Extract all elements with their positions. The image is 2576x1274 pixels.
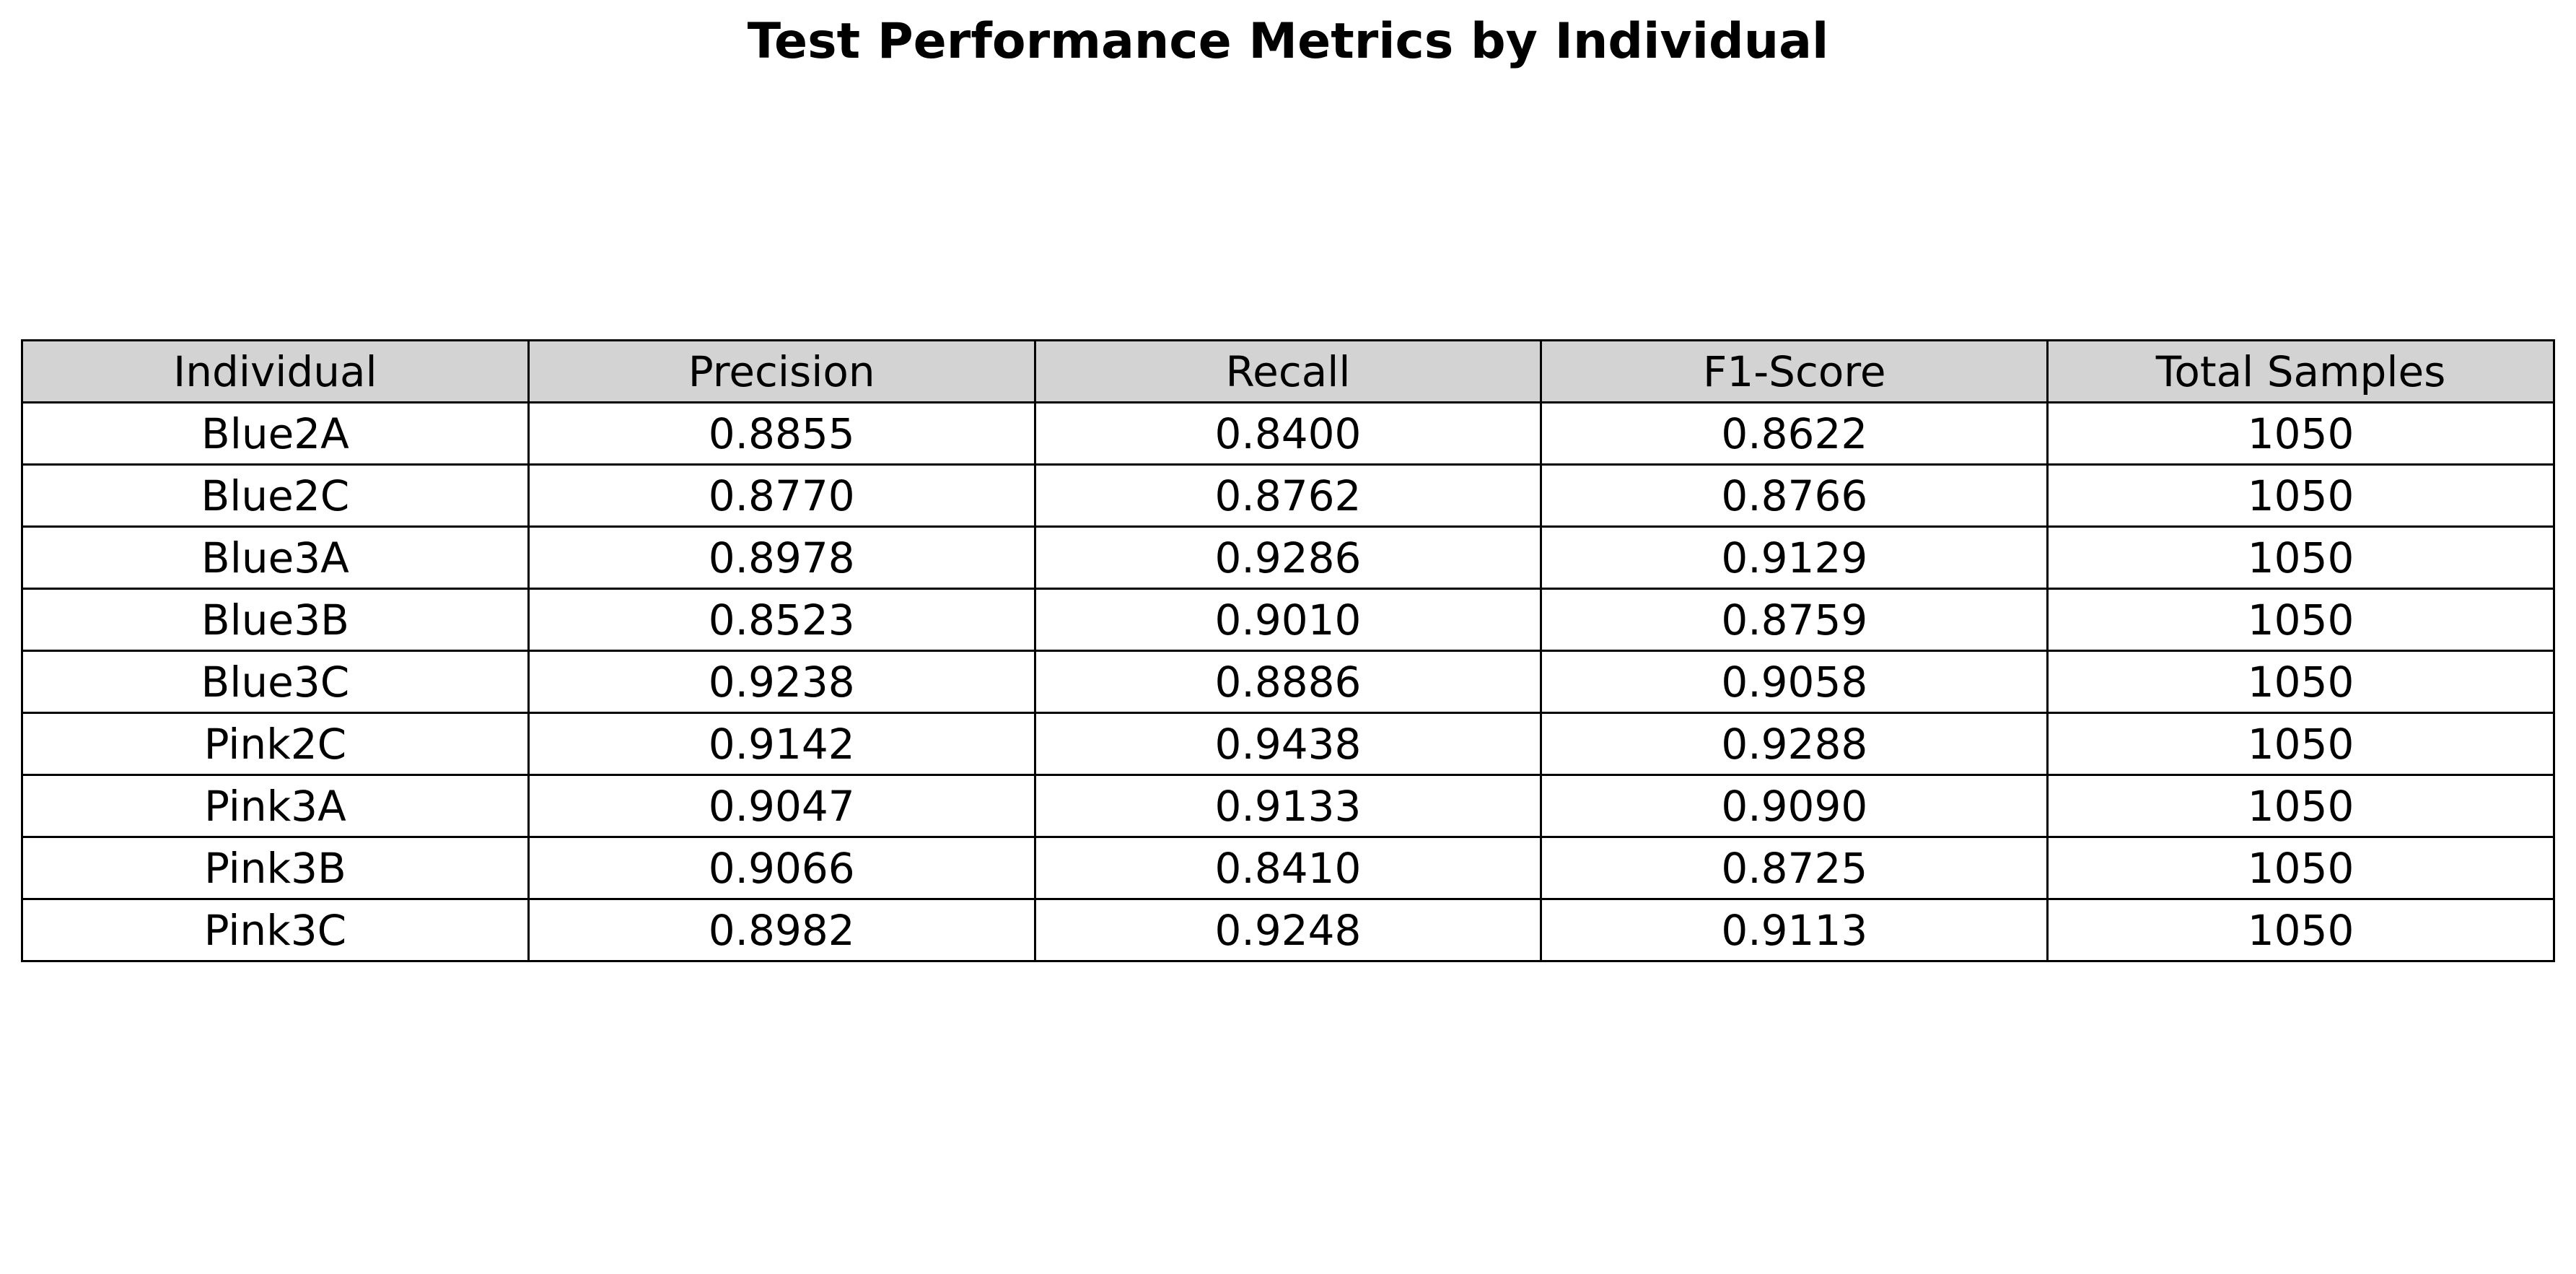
- metrics-table: Individual Precision Recall F1-Score Total S…: [21, 339, 2555, 962]
- header-row: Individual Precision Recall F1-Score Total S…: [21, 339, 2555, 403]
- individual-cell: Blue3C: [21, 650, 530, 714]
- chart-title: Test Performance Metrics by Individual: [747, 13, 1829, 70]
- individual-cell: Pink2C: [21, 712, 530, 776]
- metric-cell: 0.9142: [527, 712, 1036, 776]
- column-header: F1-Score: [1540, 339, 2049, 403]
- metric-cell: 0.8762: [1033, 463, 1543, 528]
- table-row: Blue3B 0.8523 0.9010 0.8759 1050: [21, 588, 2555, 652]
- metric-cell: 1050: [2046, 525, 2555, 590]
- individual-cell: Blue2C: [21, 463, 530, 528]
- metric-cell: 0.8855: [527, 401, 1036, 466]
- metric-cell: 1050: [2046, 463, 2555, 528]
- metric-cell: 0.9129: [1540, 525, 2049, 590]
- individual-cell: Pink3C: [21, 898, 530, 962]
- table-row: Pink3C 0.8982 0.9248 0.9113 1050: [21, 898, 2555, 962]
- metric-cell: 0.8523: [527, 588, 1036, 652]
- metric-cell: 0.8759: [1540, 588, 2049, 652]
- metric-cell: 1050: [2046, 588, 2555, 652]
- individual-cell: Blue3B: [21, 588, 530, 652]
- metric-cell: 0.8766: [1540, 463, 2049, 528]
- metric-cell: 0.9066: [527, 836, 1036, 900]
- table-row: Pink3B 0.9066 0.8410 0.8725 1050: [21, 836, 2555, 900]
- metric-cell: 1050: [2046, 774, 2555, 838]
- metric-cell: 0.9238: [527, 650, 1036, 714]
- table-row: Blue3C 0.9238 0.8886 0.9058 1050: [21, 650, 2555, 714]
- table-row: Blue2A 0.8855 0.8400 0.8622 1050: [21, 401, 2555, 466]
- table-header: Individual Precision Recall F1-Score Total S…: [21, 339, 2555, 403]
- column-header: Individual: [21, 339, 530, 403]
- metric-cell: 1050: [2046, 650, 2555, 714]
- metric-cell: 0.8886: [1033, 650, 1543, 714]
- metric-cell: 1050: [2046, 836, 2555, 900]
- metric-cell: 0.9058: [1540, 650, 2049, 714]
- metric-cell: 0.8978: [527, 525, 1036, 590]
- metric-cell: 0.8725: [1540, 836, 2049, 900]
- table-body: Blue2A 0.8855 0.8400 0.8622 1050 Blue2C 0.8770…: [21, 401, 2555, 962]
- metric-cell: 0.9248: [1033, 898, 1543, 962]
- table-row: Pink3A 0.9047 0.9133 0.9090 1050: [21, 774, 2555, 838]
- metric-cell: 1050: [2046, 401, 2555, 466]
- metric-cell: 0.9286: [1033, 525, 1543, 590]
- metric-cell: 0.9133: [1033, 774, 1543, 838]
- column-header: Precision: [527, 339, 1036, 403]
- metric-cell: 0.9113: [1540, 898, 2049, 962]
- metric-cell: 1050: [2046, 712, 2555, 776]
- metric-cell: 0.8770: [527, 463, 1036, 528]
- individual-cell: Pink3B: [21, 836, 530, 900]
- table-row: Pink2C 0.9142 0.9438 0.9288 1050: [21, 712, 2555, 776]
- metric-cell: 0.9047: [527, 774, 1036, 838]
- metric-cell: 0.9010: [1033, 588, 1543, 652]
- metric-cell: 1050: [2046, 898, 2555, 962]
- column-header: Total Samples: [2046, 339, 2555, 403]
- metric-cell: 0.9288: [1540, 712, 2049, 776]
- individual-cell: Pink3A: [21, 774, 530, 838]
- metric-cell: 0.9090: [1540, 774, 2049, 838]
- column-header: Recall: [1033, 339, 1543, 403]
- individual-cell: Blue2A: [21, 401, 530, 466]
- metric-cell: 0.9438: [1033, 712, 1543, 776]
- table-row: Blue3A 0.8978 0.9286 0.9129 1050: [21, 525, 2555, 590]
- metric-cell: 0.8400: [1033, 401, 1543, 466]
- table-row: Blue2C 0.8770 0.8762 0.8766 1050: [21, 463, 2555, 528]
- individual-cell: Blue3A: [21, 525, 530, 590]
- metric-cell: 0.8622: [1540, 401, 2049, 466]
- metric-cell: 0.8410: [1033, 836, 1543, 900]
- metric-cell: 0.8982: [527, 898, 1036, 962]
